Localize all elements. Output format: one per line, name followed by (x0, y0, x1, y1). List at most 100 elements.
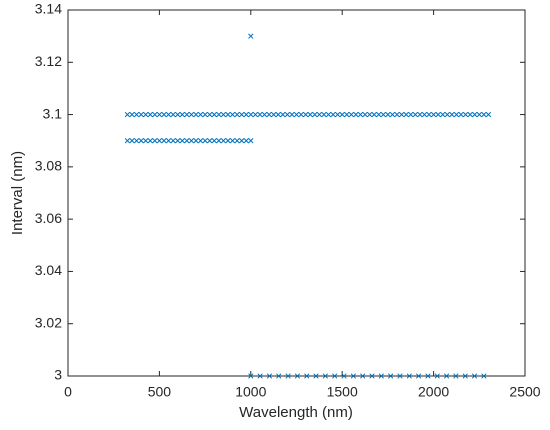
point (147, 138, 153, 144)
point (152, 138, 158, 144)
point (133, 111, 140, 118)
point (197, 138, 204, 144)
point (207, 111, 213, 118)
point (179, 138, 185, 144)
x-tick-label: 500 (148, 384, 172, 400)
point (481, 111, 487, 118)
y-tick-label: 3.14 (35, 1, 62, 17)
point (202, 111, 208, 118)
point (275, 111, 281, 118)
point (239, 111, 245, 118)
point (216, 138, 222, 144)
point (152, 111, 158, 118)
point (229, 111, 236, 118)
point (403, 111, 409, 118)
x-tick-label: 1000 (235, 384, 266, 400)
point (307, 111, 313, 118)
point (453, 373, 459, 379)
point (243, 111, 249, 118)
y-tick-label: 3 (54, 367, 62, 383)
x-axis-label: Wavelength (nm) (239, 404, 353, 421)
point (234, 138, 240, 144)
point (202, 138, 208, 144)
point (170, 111, 176, 118)
point (184, 138, 190, 144)
point (387, 373, 394, 379)
point (270, 111, 277, 118)
point (211, 138, 217, 144)
y-tick-label: 3.06 (35, 210, 62, 226)
x-tick-label: 0 (64, 384, 72, 400)
point (138, 111, 144, 118)
point (179, 111, 185, 118)
point (229, 138, 236, 144)
y-tick-label: 3.02 (35, 314, 62, 330)
axes-box (67, 9, 526, 377)
point (302, 111, 309, 118)
point (129, 138, 135, 144)
point (449, 111, 455, 118)
point (280, 111, 286, 118)
point (289, 111, 295, 118)
point (443, 373, 450, 379)
point (225, 138, 231, 144)
point (316, 111, 323, 118)
point (435, 111, 441, 118)
point (471, 373, 478, 379)
y-tick-label: 3.1 (43, 105, 63, 121)
point (353, 111, 359, 118)
point (143, 111, 149, 118)
point (248, 138, 254, 144)
point (485, 111, 492, 118)
point (341, 373, 347, 379)
point (124, 138, 131, 144)
point (156, 138, 163, 144)
point (298, 111, 304, 118)
point (197, 111, 204, 118)
point (266, 373, 273, 379)
point (325, 111, 332, 118)
point (133, 138, 140, 144)
point (170, 138, 176, 144)
x-tick-label: 2000 (418, 384, 449, 400)
point (276, 373, 282, 379)
point (380, 111, 386, 118)
point (362, 111, 368, 118)
point (294, 373, 301, 379)
point (138, 138, 144, 144)
y-tick-label: 3.04 (35, 262, 62, 278)
point (313, 373, 319, 379)
point (366, 111, 373, 118)
point (257, 111, 263, 118)
point (143, 138, 149, 144)
point (161, 138, 167, 144)
point (406, 373, 412, 379)
point (156, 111, 163, 118)
point (257, 373, 263, 379)
point (476, 111, 482, 118)
point (193, 111, 199, 118)
point (339, 111, 345, 118)
y-tick-label: 3.12 (35, 53, 62, 69)
point (481, 373, 487, 379)
point (266, 111, 272, 118)
point (239, 138, 245, 144)
point (330, 111, 336, 118)
point (129, 111, 135, 118)
point (261, 111, 268, 118)
point (124, 111, 131, 118)
point (188, 138, 195, 144)
point (225, 111, 231, 118)
point (360, 373, 366, 379)
point (285, 373, 291, 379)
x-tick-label: 2500 (509, 384, 540, 400)
point (462, 111, 469, 118)
point (193, 138, 199, 144)
point (426, 111, 432, 118)
point (220, 111, 227, 118)
point (453, 111, 460, 118)
point (332, 373, 338, 379)
point (397, 373, 403, 379)
point (252, 111, 259, 118)
point (458, 111, 464, 118)
